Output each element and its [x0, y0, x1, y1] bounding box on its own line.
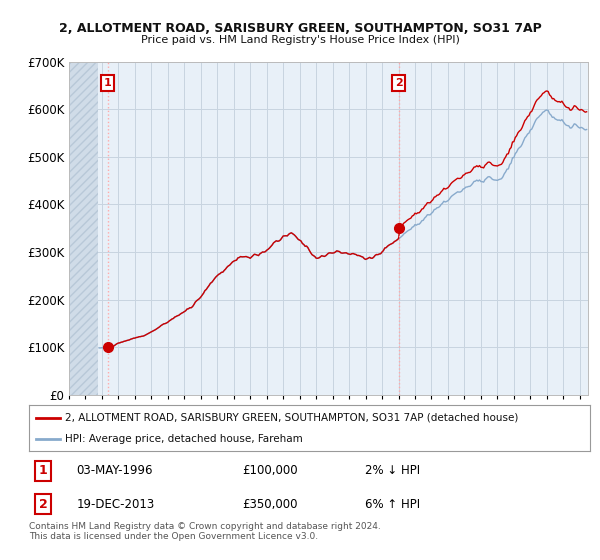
- Text: Contains HM Land Registry data © Crown copyright and database right 2024.
This d: Contains HM Land Registry data © Crown c…: [29, 522, 380, 542]
- Text: 2, ALLOTMENT ROAD, SARISBURY GREEN, SOUTHAMPTON, SO31 7AP (detached house): 2, ALLOTMENT ROAD, SARISBURY GREEN, SOUT…: [65, 413, 518, 423]
- Text: 2% ↓ HPI: 2% ↓ HPI: [365, 464, 421, 478]
- Text: 03-MAY-1996: 03-MAY-1996: [76, 464, 153, 478]
- Text: 2: 2: [39, 498, 47, 511]
- Text: HPI: Average price, detached house, Fareham: HPI: Average price, detached house, Fare…: [65, 435, 303, 444]
- Text: 1: 1: [39, 464, 47, 478]
- Text: Price paid vs. HM Land Registry's House Price Index (HPI): Price paid vs. HM Land Registry's House …: [140, 35, 460, 45]
- Text: 19-DEC-2013: 19-DEC-2013: [76, 498, 155, 511]
- Text: 2: 2: [395, 78, 403, 88]
- Text: 6% ↑ HPI: 6% ↑ HPI: [365, 498, 421, 511]
- Text: 2, ALLOTMENT ROAD, SARISBURY GREEN, SOUTHAMPTON, SO31 7AP: 2, ALLOTMENT ROAD, SARISBURY GREEN, SOUT…: [59, 22, 541, 35]
- Text: £350,000: £350,000: [242, 498, 298, 511]
- Bar: [69, 62, 98, 395]
- Text: 1: 1: [104, 78, 112, 88]
- Text: £100,000: £100,000: [242, 464, 298, 478]
